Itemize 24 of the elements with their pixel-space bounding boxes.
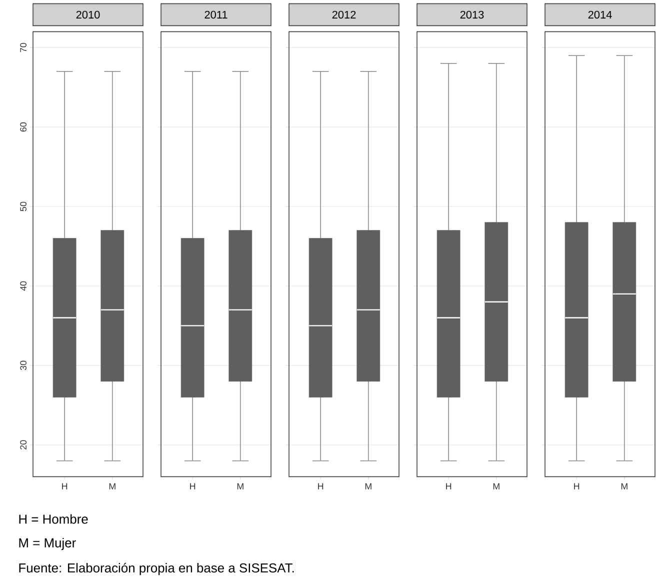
x-tick-label: H bbox=[446, 483, 452, 490]
y-tick-label: 40 bbox=[20, 281, 26, 291]
x-tick-label: H bbox=[574, 483, 580, 490]
y-tick-label: 60 bbox=[20, 122, 26, 132]
x-tick-label: M bbox=[109, 483, 116, 490]
source-note: Fuente: Elaboración propia en base a SISESAT. bbox=[19, 562, 294, 576]
x-tick-label: M bbox=[621, 483, 628, 490]
chart-title: 2011 bbox=[204, 10, 228, 19]
x-tick-label: H bbox=[62, 483, 68, 490]
x-tick-label: M bbox=[493, 483, 500, 490]
y-tick-label: 70 bbox=[20, 42, 26, 52]
y-tick-label: 50 bbox=[20, 202, 26, 212]
text: M = Mujer bbox=[19, 538, 76, 550]
x-tick-label: H bbox=[190, 483, 196, 490]
x-tick-label: H bbox=[318, 483, 324, 490]
text: H = Hombre bbox=[19, 514, 88, 524]
x-tick-label: M bbox=[237, 483, 244, 490]
chart-title: 2012 bbox=[332, 10, 356, 19]
chart-title: 2014 bbox=[588, 10, 612, 19]
chart-title: 2013 bbox=[460, 10, 484, 19]
y-tick-label: 20 bbox=[20, 440, 26, 450]
x-tick-label: M bbox=[365, 483, 372, 490]
y-tick-label: 30 bbox=[20, 360, 26, 370]
chart-title: 2010 bbox=[76, 10, 100, 19]
